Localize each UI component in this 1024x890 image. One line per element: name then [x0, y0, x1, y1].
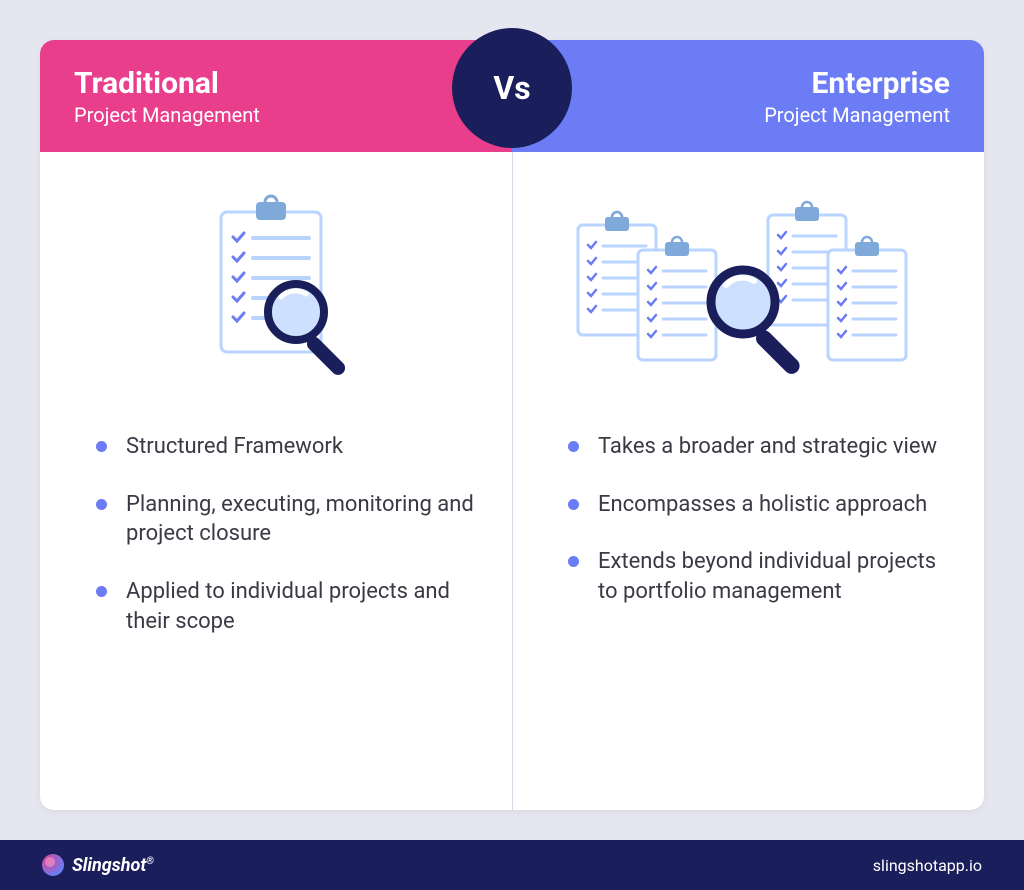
brand-name: Slingshot® — [72, 855, 154, 876]
header-traditional: Traditional Project Management — [40, 40, 512, 152]
traditional-title: Traditional — [74, 66, 478, 101]
vs-badge: Vs — [452, 28, 572, 148]
clipboard-single-icon — [76, 182, 476, 412]
header-enterprise: Enterprise Project Management — [512, 40, 984, 152]
vertical-divider — [512, 152, 513, 810]
comparison-card: Traditional Project Management Enterpris… — [40, 40, 984, 810]
registered-mark: ® — [146, 856, 154, 867]
list-item: Structured Framework — [96, 432, 476, 462]
enterprise-title: Enterprise — [812, 66, 950, 101]
brand-name-text: Slingshot — [72, 855, 146, 876]
enterprise-column: Takes a broader and strategic view Encom… — [512, 152, 984, 810]
footer-bar: Slingshot® slingshotapp.io — [0, 840, 1024, 890]
list-item: Takes a broader and strategic view — [568, 432, 948, 462]
traditional-subtitle: Project Management — [74, 103, 478, 127]
clipboard-multi-icon — [548, 182, 948, 412]
footer-url: slingshotapp.io — [873, 856, 982, 875]
traditional-bullets: Structured Framework Planning, executing… — [76, 432, 476, 664]
list-item: Encompasses a holistic approach — [568, 490, 948, 520]
traditional-column: Structured Framework Planning, executing… — [40, 152, 512, 810]
enterprise-bullets: Takes a broader and strategic view Encom… — [548, 432, 948, 635]
enterprise-subtitle: Project Management — [764, 103, 950, 127]
comparison-body: Structured Framework Planning, executing… — [40, 152, 984, 810]
list-item: Extends beyond individual projects to po… — [568, 547, 948, 606]
brand-logo: Slingshot® — [42, 854, 154, 876]
list-item: Applied to individual projects and their… — [96, 577, 476, 636]
list-item: Planning, executing, monitoring and proj… — [96, 490, 476, 549]
slingshot-logo-icon — [42, 854, 64, 876]
